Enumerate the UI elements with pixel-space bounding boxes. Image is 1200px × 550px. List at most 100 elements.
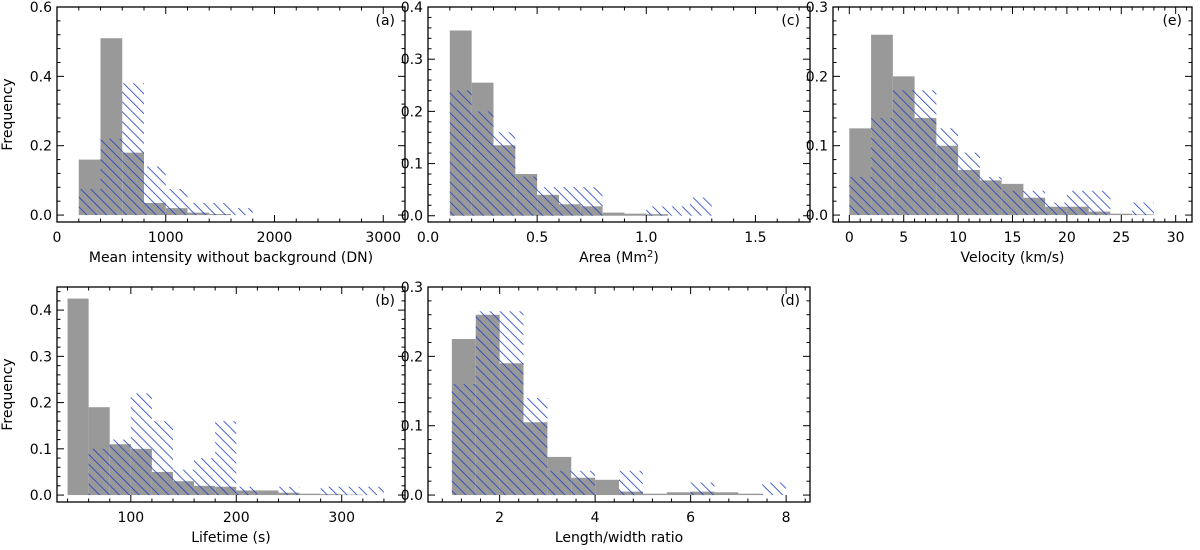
hatched-bar (88, 448, 110, 496)
hatched-bar (871, 117, 893, 216)
x-tick-label: 30 (1167, 230, 1185, 246)
axis-frame (427, 6, 811, 223)
hatched-bar (320, 486, 342, 496)
hatched-bar (165, 189, 188, 216)
y-tick-label: 0.2 (30, 139, 52, 155)
gray-bar (624, 213, 647, 216)
x-tick-label: 1.0 (635, 230, 657, 246)
x-tick-label: 25 (1112, 230, 1130, 246)
x-tick-label: 5 (899, 230, 908, 246)
hatched-bar (151, 421, 173, 496)
y-tick-label: 0.2 (806, 69, 828, 85)
hatched-bar (187, 202, 210, 216)
x-axis-label: Length/width ratio (555, 530, 683, 546)
hatched-bar (958, 152, 980, 216)
x-tick-label: 2000 (257, 230, 293, 246)
y-tick-label: 0.0 (806, 208, 828, 224)
hatched-bar (173, 469, 195, 496)
hatched-bar (619, 470, 643, 496)
gray-bar (257, 490, 279, 496)
hatched-bar (936, 128, 959, 216)
panel-e: 0 5 10 15 20 25 30 0.0 0.1 0.2 0.3 Velocity (km/s) (… (806, 0, 1193, 266)
y-tick-label: 0.4 (30, 69, 52, 85)
y-tick-label: 0.3 (401, 52, 423, 68)
panel-b: 100 200 300 0.0 0.1 0.2 0.3 0.4 Lifetime (s) Freq… (0, 286, 406, 546)
hatched-bar (194, 458, 216, 496)
hatched-bar (1023, 190, 1046, 216)
gray-bar (602, 212, 625, 216)
x-tick-label: 0 (845, 230, 854, 246)
hatched-bar (236, 486, 258, 496)
y-tick-label: 0.2 (401, 349, 423, 365)
hatched-bar (689, 197, 712, 216)
hatched-bar (690, 482, 715, 496)
x-axis-label: Velocity (km/s) (960, 250, 1064, 266)
hatched-bar (979, 176, 1002, 216)
hatched-bar (646, 206, 669, 216)
panel-c: 0.0 0.5 1.0 1.5 0.0 0.1 0.2 0.3 0.4 Area (Mm2) (c) (401, 0, 811, 267)
y-tick-label: 0.2 (30, 396, 52, 412)
hatched-bar (1132, 202, 1154, 216)
x-tick-label: 0.5 (526, 230, 548, 246)
x-axis-label: Mean intensity without background (DN) (89, 250, 373, 266)
x-tick-label: 4 (591, 510, 600, 526)
hatched-bar (109, 439, 131, 496)
axis-frame (56, 286, 406, 503)
hatched-bar (523, 397, 548, 496)
y-tick-label: 0.2 (401, 104, 423, 120)
y-tick-label: 0.3 (30, 349, 52, 365)
hatched-bar (100, 138, 123, 216)
y-tick-label: 0.1 (401, 157, 423, 173)
hatched-bar (1001, 190, 1024, 216)
y-axis-label: Frequency (0, 358, 16, 430)
x-tick-label: 3000 (365, 230, 401, 246)
y-axis-label: Frequency (0, 78, 16, 150)
x-tick-label: 1.5 (744, 230, 766, 246)
x-tick-label: 2 (495, 510, 504, 526)
panel-a: 0 1000 2000 3000 0.0 0.2 0.4 0.6 Mean intensity … (0, 0, 406, 266)
hatched-bar (1088, 190, 1111, 216)
panel-d: 2 4 6 8 0.0 0.1 0.2 0.3 Length/width ratio (d) (401, 280, 811, 546)
y-tick-label: 0.0 (401, 209, 423, 225)
y-tick-label: 0.1 (30, 442, 52, 458)
hatched-bar (451, 384, 476, 496)
hatched-bar (341, 486, 363, 496)
gray-bar (1110, 213, 1133, 216)
hatched-bar (558, 187, 581, 216)
panel-label: (c) (781, 13, 800, 29)
hatched-bar (475, 311, 500, 496)
hatched-bar (449, 90, 472, 216)
x-tick-label: 8 (782, 510, 791, 526)
x-axis-label: Area (Mm2) (579, 249, 659, 267)
hatched-bar (1066, 190, 1089, 216)
x-tick-label: 300 (328, 510, 355, 526)
hatched-bar (209, 202, 231, 216)
x-axis-label: Lifetime (s) (191, 530, 271, 546)
panel-label: (a) (375, 13, 395, 29)
x-tick-label: 15 (1004, 230, 1022, 246)
hatched-bar (580, 187, 603, 216)
y-tick-label: 0.3 (806, 0, 828, 16)
x-tick-label: 20 (1058, 230, 1076, 246)
hatched-bar (78, 189, 101, 216)
x-tick-label: 10 (949, 230, 967, 246)
hatched-bar (493, 132, 516, 216)
x-tick-label: 200 (223, 510, 250, 526)
y-tick-label: 0.4 (30, 303, 52, 319)
gray-bar (67, 298, 89, 496)
axis-frame (427, 286, 811, 503)
hatched-bar (571, 470, 596, 496)
x-tick-label: 6 (686, 510, 695, 526)
hatched-bar (278, 486, 300, 496)
y-tick-label: 0.0 (30, 208, 52, 224)
gray-bar (714, 492, 739, 496)
hatched-bar (144, 166, 166, 216)
hatched-bar (668, 206, 690, 216)
panel-label: (d) (780, 293, 800, 309)
y-tick-label: 0.1 (806, 139, 828, 155)
hatched-bar (122, 83, 144, 216)
hatched-bar (362, 486, 384, 496)
y-tick-label: 0.0 (30, 488, 52, 504)
hatched-bar (537, 187, 559, 216)
